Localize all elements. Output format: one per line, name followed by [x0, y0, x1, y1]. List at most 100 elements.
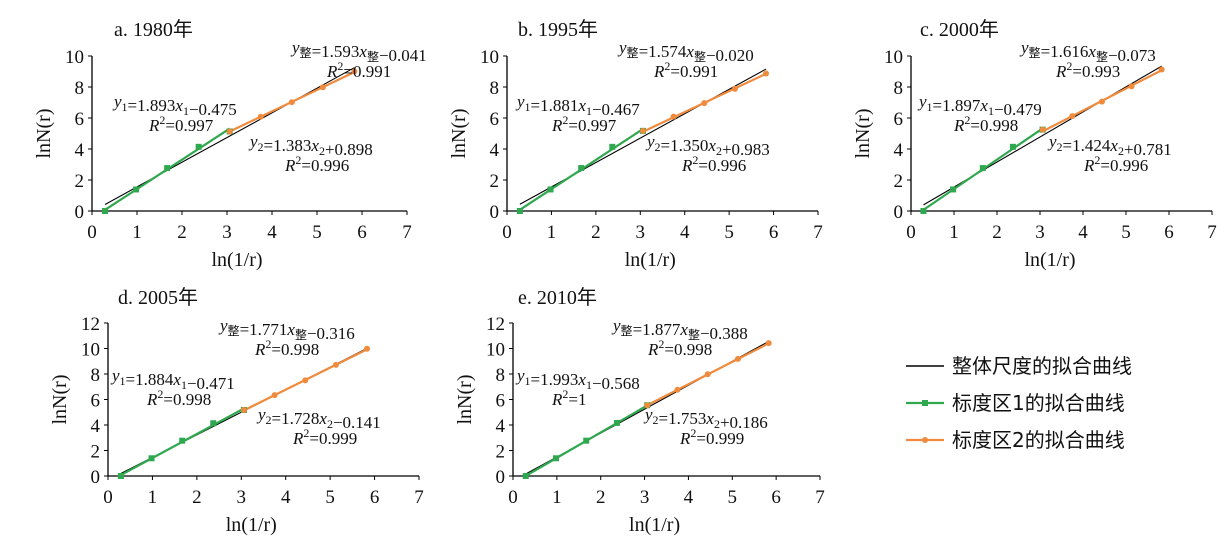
fit-equation-overall: y整=1.616x整−0.073: [1019, 38, 1156, 65]
data-point-region2: [257, 113, 264, 120]
data-point-region2: [332, 361, 339, 368]
data-point-region1: [210, 420, 217, 427]
x-tick-label: 6: [357, 222, 367, 243]
chart-panel: b. 1995年 0 1 2 3 4 5 6 7 0 2 4 6 8 10 ln(1/r) lnN(r) y整=1…: [448, 18, 823, 271]
fit-equation-region2: y2=1.424x2+0.781: [1047, 132, 1172, 159]
x-tick-label: 7: [815, 487, 825, 508]
x-tick-label: 5: [728, 487, 738, 508]
data-point-region1: [195, 143, 202, 150]
y-tick-label: 8: [496, 365, 506, 386]
data-point-region1: [609, 143, 616, 150]
fit-r2-region2: R2=0.999: [679, 426, 744, 448]
data-point-region2: [302, 377, 309, 384]
y-axis-label: lnN(r): [33, 109, 55, 159]
legend-label: 标度区2的拟合曲线: [952, 428, 1125, 452]
x-tick-label: 1: [552, 487, 562, 508]
fit-r2-region2: R2=0.996: [284, 153, 349, 175]
fit-r2-overall: R2=0.991: [653, 59, 718, 81]
data-point-region2: [1069, 113, 1076, 120]
x-axis-label: ln(1/r): [625, 249, 676, 271]
x-tick-label: 3: [640, 487, 650, 508]
fit-r2-overall: R2=0.991: [326, 59, 391, 81]
y-tick-label: 2: [490, 171, 500, 192]
fit-r2-region1: R2=0.998: [146, 387, 211, 409]
data-point-region2: [226, 128, 233, 135]
data-point-region2: [731, 85, 738, 92]
y-axis-label: lnN(r): [448, 109, 470, 159]
x-tick-label: 3: [636, 222, 646, 243]
fit-equation-region2: y2=1.350x2+0.983: [645, 132, 770, 159]
legend-item: 整体尺度的拟合曲线: [906, 354, 1132, 378]
fit-equation-region1: y1=1.993x1−0.568: [515, 366, 640, 393]
data-point-region2: [1158, 66, 1165, 73]
panel-title: b. 1995年: [518, 18, 598, 41]
y-tick-label: 2: [894, 171, 904, 192]
x-tick-label: 2: [192, 487, 202, 508]
x-tick-label: 3: [237, 487, 247, 508]
y-tick-label: 10: [65, 47, 84, 68]
fit-equation-region2: y2=1.728x2−0.141: [256, 405, 381, 432]
x-tick-label: 4: [684, 487, 694, 508]
fit-r2-region1: R2=0.997: [551, 113, 617, 135]
y-tick-label: 0: [490, 202, 500, 223]
y-tick-label: 0: [91, 467, 101, 488]
y-tick-label: 4: [75, 140, 85, 161]
x-tick-label: 5: [325, 487, 335, 508]
y-tick-label: 4: [91, 416, 101, 437]
x-tick-label: 0: [508, 487, 518, 508]
legend-item: 标度区1的拟合曲线: [906, 391, 1125, 415]
x-axis-label: ln(1/r): [629, 514, 680, 536]
y-tick-label: 2: [91, 442, 101, 463]
data-point-region1: [164, 165, 171, 172]
fit-equation-region2: y2=1.383x2+0.898: [248, 132, 373, 159]
y-tick-label: 12: [486, 314, 505, 335]
data-point-region1: [613, 419, 620, 426]
y-tick-label: 8: [75, 78, 85, 99]
data-point-region1: [578, 165, 585, 172]
data-point-region2: [639, 127, 646, 134]
panel-title: c. 2000年: [920, 18, 999, 41]
y-tick-label: 10: [480, 47, 499, 68]
data-point-region1: [522, 473, 529, 479]
data-point-region2: [1128, 83, 1135, 90]
data-point-region1: [133, 186, 140, 193]
fit-equation-region1: y1=1.897x1−0.479: [917, 92, 1042, 119]
data-point-region2: [670, 113, 677, 120]
y-tick-label: 10: [81, 340, 100, 361]
y-tick-label: 6: [894, 109, 904, 130]
x-tick-label: 5: [1121, 222, 1131, 243]
x-tick-label: 2: [177, 222, 187, 243]
data-point-region1: [552, 455, 559, 462]
fit-r2-region2: R2=0.999: [292, 426, 357, 448]
y-tick-label: 0: [496, 467, 506, 488]
data-point-region1: [979, 165, 986, 172]
y-tick-label: 0: [894, 202, 904, 223]
y-tick-label: 6: [490, 109, 500, 130]
data-point-region2: [288, 99, 295, 106]
x-tick-label: 6: [769, 222, 779, 243]
x-tick-label: 0: [103, 487, 113, 508]
y-tick-label: 10: [884, 47, 903, 68]
data-point-region2: [704, 371, 711, 378]
x-tick-label: 2: [992, 222, 1002, 243]
y-axis-label: lnN(r): [454, 375, 476, 425]
data-point-region1: [547, 186, 554, 193]
fit-r2-region1: R2=0.998: [953, 113, 1018, 135]
y-tick-label: 4: [496, 416, 506, 437]
fit-equation-region1: y1=1.881x1−0.467: [515, 92, 640, 119]
data-point-region1: [102, 208, 109, 214]
data-point-region2: [240, 406, 247, 413]
x-tick-label: 2: [596, 487, 606, 508]
fit-equation-region1: y1=1.884x1−0.471: [110, 366, 235, 393]
x-tick-label: 6: [370, 487, 380, 508]
y-tick-label: 2: [75, 171, 85, 192]
data-point-region1: [179, 437, 186, 444]
x-tick-label: 4: [1078, 222, 1088, 243]
data-point-region1: [1009, 143, 1016, 150]
x-tick-label: 5: [724, 222, 734, 243]
x-tick-label: 3: [222, 222, 232, 243]
panel-title: d. 2005年: [118, 286, 198, 309]
data-point-region1: [516, 208, 523, 214]
